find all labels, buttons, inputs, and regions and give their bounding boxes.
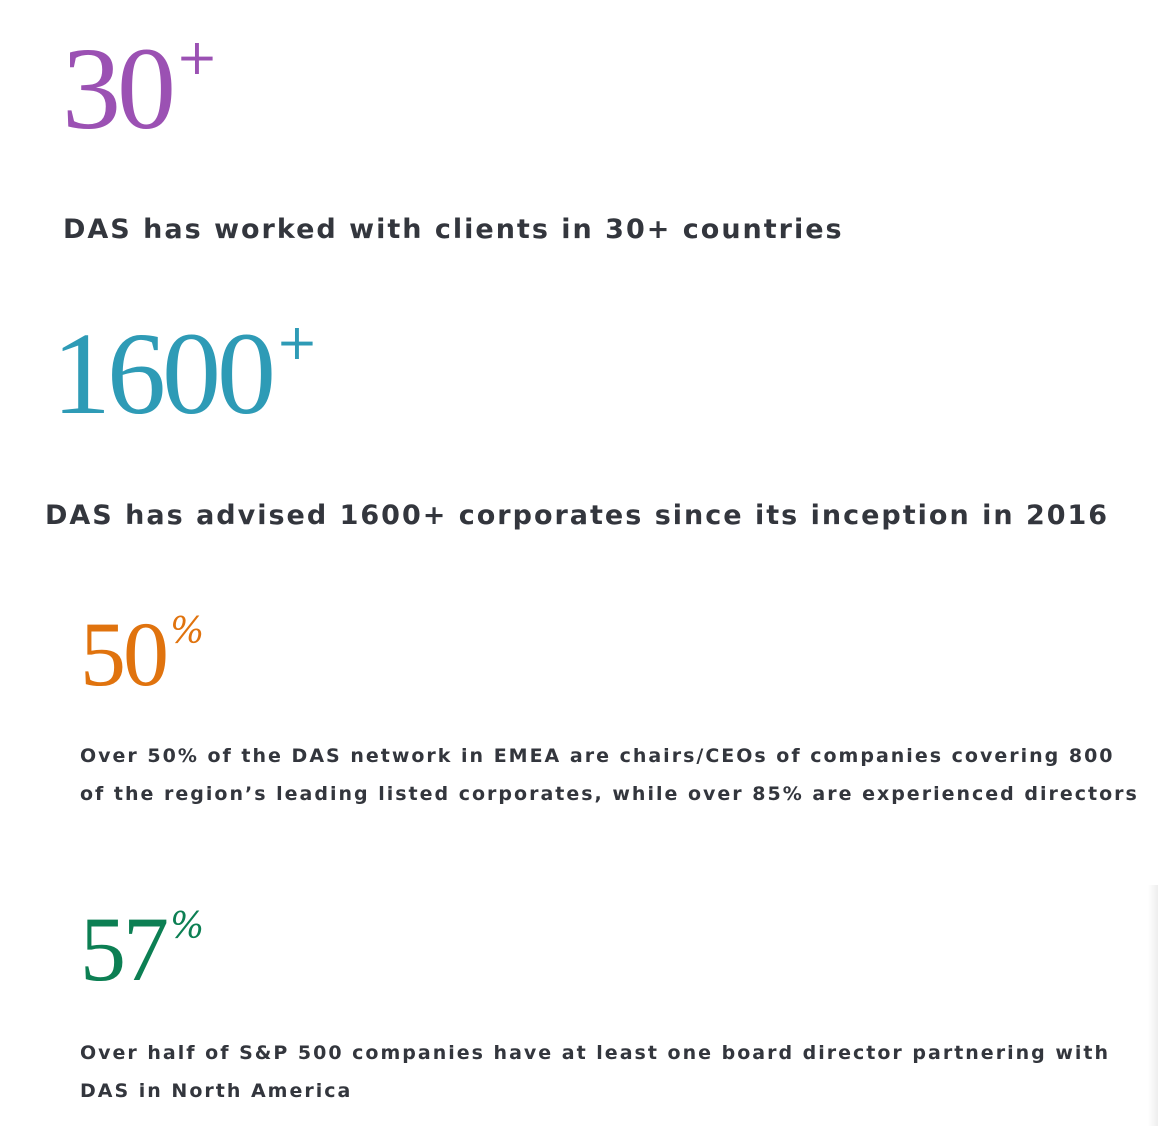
stat-value: 30 xyxy=(62,23,176,154)
stat-suffix: + xyxy=(276,313,318,371)
stat-suffix: % xyxy=(170,611,205,652)
stat-value: 57 xyxy=(80,898,169,1000)
stat-corporates-description: DAS has advised 1600+ corporates since i… xyxy=(45,500,1110,531)
stat-suffix: + xyxy=(176,28,218,86)
stat-emea-number: 50% xyxy=(80,608,204,700)
edge-shadow xyxy=(1148,885,1158,1126)
stat-value: 50 xyxy=(80,603,169,705)
stat-countries-description: DAS has worked with clients in 30+ count… xyxy=(63,214,844,245)
stat-countries-number: 30+ xyxy=(62,30,218,148)
stat-emea-description: Over 50% of the DAS network in EMEA are … xyxy=(80,745,1139,805)
stat-value: 1600 xyxy=(52,308,276,439)
stat-corporates-number: 1600+ xyxy=(52,315,318,433)
stat-sp500-number: 57% xyxy=(80,903,204,995)
stat-suffix: % xyxy=(170,906,205,947)
stat-sp500-description: Over half of S&P 500 companies have at l… xyxy=(80,1042,1110,1102)
